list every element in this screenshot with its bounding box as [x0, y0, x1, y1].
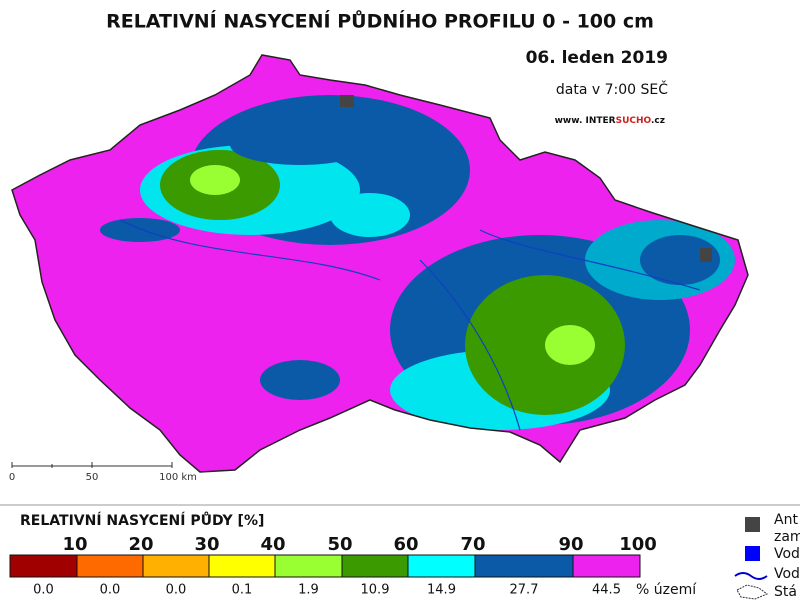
legend-share: 27.7	[510, 583, 539, 598]
legend-threshold: 70	[460, 534, 485, 555]
side-legend-border	[736, 584, 768, 600]
source-prefix: www. INTER	[555, 116, 616, 126]
source-highlight: SUCHO	[616, 116, 652, 126]
side-legend-label: Vod	[774, 546, 800, 562]
legend-threshold: 10	[62, 534, 87, 555]
legend-share: 0.0	[166, 583, 187, 598]
legend-threshold: 50	[327, 534, 352, 555]
scale-label: 0	[9, 472, 15, 483]
side-legend-swatch	[745, 517, 760, 532]
legend-share: 14.9	[427, 583, 456, 598]
legend-swatch	[474, 554, 574, 578]
legend-swatch	[341, 554, 409, 578]
time: data v 7:00 SEČ	[556, 80, 668, 98]
legend-title: RELATIVNÍ NASYCENÍ PŮDY [%]	[20, 511, 264, 529]
legend-swatch	[274, 554, 343, 578]
date: 06. leden 2019	[526, 48, 668, 68]
source-suffix: .cz	[651, 116, 665, 126]
scale-label: 100 km	[159, 472, 197, 483]
side-legend-label: Vod	[774, 566, 800, 582]
legend-swatch	[407, 554, 476, 578]
rivers	[119, 219, 701, 431]
share-label: % území	[636, 582, 697, 598]
source: www. INTERSUCHO.cz	[555, 116, 665, 126]
legend-share: 1.9	[298, 583, 319, 598]
side-legend-river	[734, 572, 768, 580]
scale-label: 50	[86, 472, 99, 483]
legend-swatch	[572, 554, 641, 578]
legend-swatch	[76, 554, 144, 578]
title: RELATIVNÍ NASYCENÍ PŮDNÍHO PROFILU 0 - 1…	[106, 9, 654, 33]
side-legend-swatch	[745, 546, 760, 561]
legend-threshold: 30	[194, 534, 219, 555]
legend-area	[0, 505, 800, 600]
side-legend-label: Stá	[774, 584, 797, 600]
legend-threshold: 100	[619, 534, 657, 555]
legend-swatch	[208, 554, 276, 578]
legend-swatch	[9, 554, 78, 578]
legend-share: 0.1	[232, 583, 253, 598]
legend-threshold: 20	[128, 534, 153, 555]
legend-swatch	[142, 554, 210, 578]
legend-share: 44.5	[592, 583, 621, 598]
side-legend-label: Ant	[774, 512, 798, 528]
scale-bar	[11, 462, 173, 468]
legend-threshold: 60	[393, 534, 418, 555]
legend-share: 0.0	[33, 583, 54, 598]
legend-threshold: 90	[558, 534, 583, 555]
country-border	[11, 54, 749, 473]
legend-threshold: 40	[260, 534, 285, 555]
legend-share: 0.0	[100, 583, 121, 598]
legend-share: 10.9	[361, 583, 390, 598]
side-legend-label: zam	[774, 529, 800, 545]
